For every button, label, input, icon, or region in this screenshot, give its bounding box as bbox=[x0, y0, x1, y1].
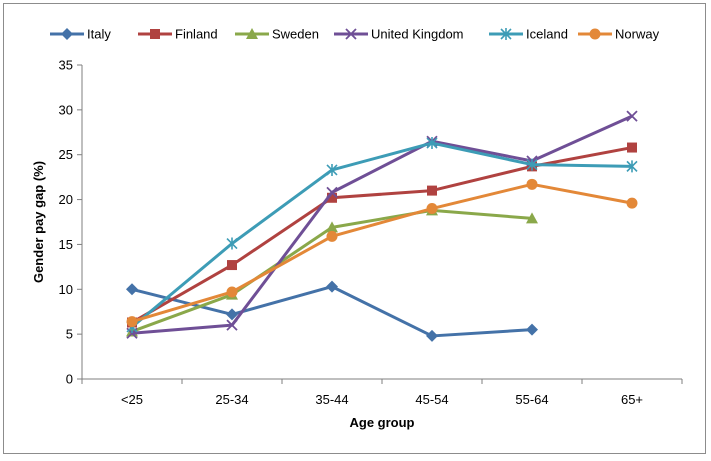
data-point-united-kingdom bbox=[226, 319, 238, 331]
series-line-norway bbox=[131, 182, 633, 324]
data-point-italy bbox=[426, 329, 438, 342]
legend-marker bbox=[246, 28, 258, 39]
y-tick-label: 35 bbox=[59, 58, 73, 73]
legend-marker bbox=[589, 28, 601, 40]
y-tick-label: 20 bbox=[59, 192, 73, 207]
data-point-united-kingdom bbox=[626, 110, 638, 122]
legend-label: United Kingdom bbox=[371, 27, 464, 42]
series-sweden bbox=[126, 204, 538, 337]
data-point-finland bbox=[627, 142, 637, 153]
legend-label: Finland bbox=[175, 27, 218, 42]
legend-item-united-kingdom: United Kingdom bbox=[334, 27, 464, 42]
legend-item-italy: Italy bbox=[50, 27, 111, 42]
data-point-italy bbox=[226, 308, 238, 321]
x-tick-label: 45-54 bbox=[415, 392, 448, 407]
legend-label: Iceland bbox=[526, 27, 568, 42]
data-point-united-kingdom bbox=[326, 186, 338, 199]
x-axis-title: Age group bbox=[350, 415, 415, 430]
legend-item-finland: Finland bbox=[138, 27, 218, 42]
data-point-norway bbox=[326, 230, 338, 242]
data-point-finland bbox=[427, 185, 437, 196]
data-point-norway bbox=[126, 316, 138, 328]
data-point-iceland bbox=[426, 137, 438, 150]
data-point-italy bbox=[126, 283, 138, 296]
series-norway bbox=[126, 178, 638, 328]
legend: Italy Finland Sweden United Kingdom Iceland N… bbox=[50, 27, 660, 42]
series-line-finland bbox=[131, 146, 633, 324]
series-line-iceland bbox=[131, 141, 633, 329]
x-tick-label: 25-34 bbox=[215, 392, 248, 407]
data-point-italy bbox=[326, 280, 338, 293]
data-point-sweden bbox=[526, 212, 538, 224]
data-point-italy bbox=[526, 323, 538, 336]
data-point-norway bbox=[426, 203, 438, 215]
data-point-iceland bbox=[626, 160, 638, 173]
data-point-finland bbox=[227, 260, 237, 271]
y-tick-label: 5 bbox=[66, 327, 73, 342]
data-point-norway bbox=[626, 197, 638, 209]
x-tick-label: 65+ bbox=[621, 392, 643, 407]
y-tick-label: 30 bbox=[59, 102, 73, 117]
legend-marker bbox=[61, 28, 73, 40]
x-tick-label: 55-64 bbox=[515, 392, 548, 407]
y-tick-label: 25 bbox=[59, 147, 73, 162]
series-line-united-kingdom bbox=[131, 114, 633, 335]
y-tick-label: 0 bbox=[66, 372, 73, 387]
x-tick-label: <25 bbox=[121, 392, 143, 407]
data-point-iceland bbox=[526, 158, 538, 171]
x-tick-label: 35-44 bbox=[315, 392, 348, 407]
data-point-finland bbox=[327, 192, 337, 203]
data-point-iceland bbox=[326, 163, 338, 176]
legend-label: Sweden bbox=[272, 27, 319, 42]
legend-item-norway: Norway bbox=[578, 27, 660, 42]
legend-marker bbox=[345, 28, 357, 40]
data-point-iceland bbox=[226, 237, 238, 250]
data-point-norway bbox=[526, 178, 538, 190]
data-point-norway bbox=[226, 286, 238, 298]
series-layer bbox=[126, 110, 638, 342]
legend-item-sweden: Sweden bbox=[235, 27, 319, 42]
y-tick-label: 10 bbox=[59, 282, 73, 297]
legend-marker bbox=[500, 28, 512, 40]
legend-item-iceland: Iceland bbox=[489, 27, 568, 42]
y-tick-label: 15 bbox=[59, 237, 73, 252]
data-point-sweden bbox=[326, 221, 338, 233]
legend-marker bbox=[150, 29, 160, 39]
y-axis-title: Gender pay gap (%) bbox=[31, 161, 46, 283]
axes: 0 5 10 15 20 25 30 35 <25 25-34 35-44 45-54 55-64 65+ bbox=[59, 58, 683, 407]
legend-label: Italy bbox=[87, 27, 111, 42]
legend-label: Norway bbox=[615, 27, 660, 42]
